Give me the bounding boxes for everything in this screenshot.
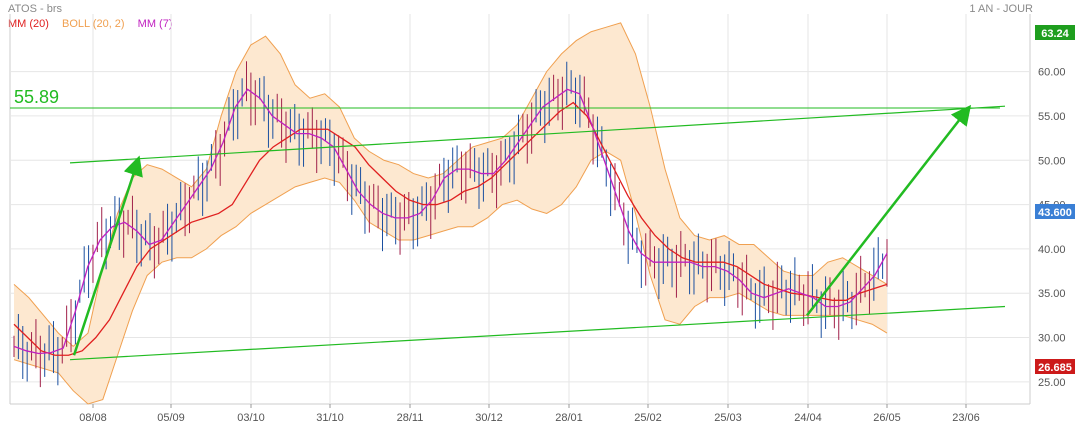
x-tick-label: 30/12 [475, 412, 503, 424]
period-label: 1 AN - JOUR [969, 3, 1033, 15]
trend-arrow-2 [806, 104, 972, 317]
x-tick-label: 23/06 [952, 412, 980, 424]
x-tick-label: 05/09 [157, 412, 185, 424]
y-tick-label: 60.00 [1038, 67, 1066, 79]
y-tick-label: 30.00 [1038, 333, 1066, 345]
y-tick-label: 55.00 [1038, 111, 1066, 123]
x-tick-label: 08/08 [79, 412, 107, 424]
x-tick-label: 24/04 [794, 412, 822, 424]
x-tick-label: 26/05 [873, 412, 901, 424]
channel-lower-line [69, 305, 1006, 361]
y-tick-label: 25.00 [1038, 377, 1066, 389]
price-badge [1035, 25, 1075, 40]
chart-title: ATOS - brs [8, 3, 62, 15]
y-tick-label: 35.00 [1038, 288, 1066, 300]
y-tick-label: 50.00 [1038, 155, 1066, 167]
x-tick-label: 28/01 [555, 412, 583, 424]
price-badge [1035, 359, 1075, 374]
price-badge-label: 26.685 [1038, 362, 1072, 374]
mm20-line [13, 101, 888, 356]
y-tick-label: 40.00 [1038, 244, 1066, 256]
x-tick-label: 28/11 [397, 412, 424, 424]
horizontal-level-label: 55.89 [14, 87, 59, 107]
mm7-line [13, 88, 888, 355]
legend-item-mm7: MM (7) [137, 18, 173, 30]
channel-upper-line [69, 105, 1006, 164]
x-tick-label: 03/10 [237, 412, 265, 424]
x-tick-label: 31/10 [316, 412, 344, 424]
price-badge-label: 63.24 [1041, 28, 1069, 40]
x-tick-label: 25/03 [714, 412, 742, 424]
price-badge [1035, 204, 1075, 219]
bollinger-band-fill [14, 22, 887, 404]
price-badge-label: 43.600 [1038, 207, 1072, 219]
bollinger-upper-line [13, 22, 888, 348]
legend-item-mm20: MM (20) [8, 18, 49, 30]
trend-arrow-1 [72, 155, 143, 356]
bollinger-lower-line [13, 150, 888, 405]
x-tick-label: 25/02 [634, 412, 662, 424]
